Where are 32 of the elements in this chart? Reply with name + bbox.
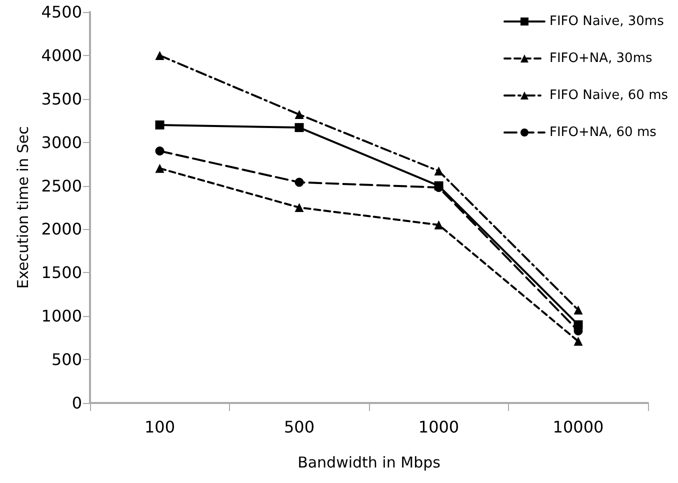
x-tick-label: 10000 xyxy=(552,418,604,436)
x-tick-label: 1000 xyxy=(418,418,460,436)
legend-label: FIFO Naive, 30ms xyxy=(549,14,664,29)
y-tick-label: 4000 xyxy=(41,46,82,65)
point xyxy=(155,120,164,130)
x-tick-label: 500 xyxy=(284,418,315,436)
y-tick-label: 1000 xyxy=(41,306,82,326)
legend-label: FIFO Naive, 60 ms xyxy=(549,88,668,103)
point xyxy=(294,203,304,212)
point xyxy=(574,336,583,346)
y-tick-label: 1500 xyxy=(41,263,82,282)
point xyxy=(574,306,583,315)
point xyxy=(434,220,444,230)
y-tick-label: 3500 xyxy=(41,89,82,108)
y-tick-label: 0 xyxy=(72,394,82,412)
y-tick-label: 3000 xyxy=(41,132,82,152)
point xyxy=(294,110,304,120)
y-tick-label: 2000 xyxy=(41,220,82,239)
y-axis-title: Execution time in Sec xyxy=(14,126,32,289)
point xyxy=(294,123,304,132)
point xyxy=(294,178,304,187)
point xyxy=(155,50,164,60)
legend-label: FIFO+NA, 30ms xyxy=(549,51,652,66)
point xyxy=(434,166,444,176)
legend-label: FIFO+NA, 60 ms xyxy=(549,125,657,140)
y-tick-label: 2500 xyxy=(41,176,82,196)
y-tick-label: 4500 xyxy=(41,2,82,22)
point xyxy=(155,164,164,173)
x-axis-title: Bandwidth in Mbps xyxy=(298,454,441,472)
y-tick-label: 500 xyxy=(51,350,82,370)
point xyxy=(155,146,164,156)
x-tick-label: 100 xyxy=(144,418,176,436)
